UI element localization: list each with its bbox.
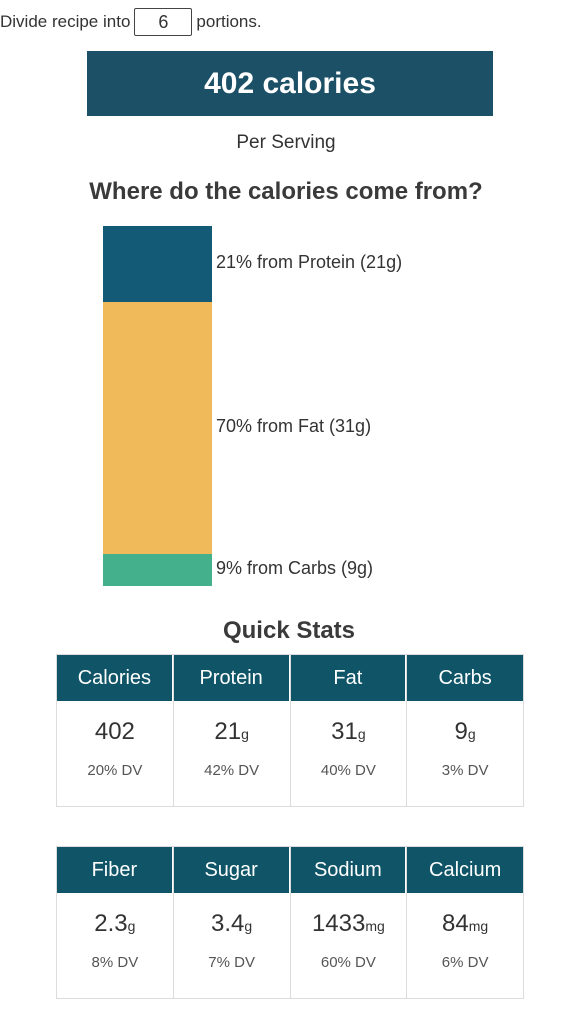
stat-value: 9g — [407, 717, 523, 747]
stat-value: 3.4g — [174, 909, 290, 939]
stat-header: Carbs — [407, 655, 523, 701]
stat-daily-value: 8% DV — [91, 954, 139, 971]
stat-daily-value: 3% DV — [441, 762, 489, 779]
bar-segment-fat — [103, 301, 212, 554]
stat-sodium: Sodium 1433mg 60% DV — [290, 847, 408, 998]
stat-daily-value: 6% DV — [441, 954, 489, 971]
stat-number: 9 — [454, 718, 468, 745]
stat-unit: mg — [365, 918, 385, 934]
bar-segment-protein — [103, 226, 212, 302]
quick-stats-title: Quick Stats — [222, 617, 356, 644]
portions-input[interactable] — [134, 8, 193, 36]
calories-banner: 402 calories — [87, 51, 493, 116]
stats-table-micros: Fiber 2.3g 8% DV Sugar 3.4g 7% DV Sodium 1433mg… — [56, 846, 524, 999]
stat-value: 84mg — [407, 909, 523, 939]
stat-number: 2.3 — [94, 910, 128, 937]
stat-fat: Fat 31g 40% DV — [290, 655, 408, 806]
per-serving-label: Per Serving — [236, 132, 336, 153]
stat-number: 31 — [331, 718, 358, 745]
stat-daily-value: 20% DV — [87, 762, 143, 779]
bar-label-carbs: 9% from Carbs (9g) — [216, 557, 374, 578]
stat-header: Fiber — [57, 847, 173, 893]
portions-prefix: Divide recipe into — [0, 12, 131, 31]
portions-row: Divide recipe into portions. — [0, 7, 262, 37]
stat-number: 3.4 — [211, 910, 245, 937]
stat-unit: g — [244, 918, 253, 934]
stat-header: Calories — [57, 655, 173, 701]
stat-header: Sugar — [173, 847, 290, 893]
stat-value: 21g — [174, 717, 290, 747]
stat-daily-value: 40% DV — [320, 762, 376, 779]
portions-suffix: portions. — [196, 12, 262, 31]
stat-header: Protein — [173, 655, 290, 701]
stat-carbs: Carbs 9g 3% DV — [407, 655, 523, 806]
stat-sugar: Sugar 3.4g 7% DV — [173, 847, 291, 998]
bar-label-protein: 21% from Protein (21g) — [216, 251, 403, 272]
stat-value: 402 — [57, 717, 173, 747]
stat-header: Calcium — [407, 847, 523, 893]
stat-daily-value: 7% DV — [208, 954, 255, 971]
stat-protein: Protein 21g 42% DV — [173, 655, 291, 806]
stat-number: 84 — [442, 910, 469, 937]
stat-header: Fat — [290, 655, 407, 701]
stat-unit: g — [241, 726, 249, 742]
stat-daily-value: 42% DV — [204, 762, 260, 779]
stat-calcium: Calcium 84mg 6% DV — [407, 847, 523, 998]
stat-header: Sodium — [290, 847, 407, 893]
stat-calories: Calories 402 20% DV — [57, 655, 174, 806]
stat-unit: mg — [468, 918, 489, 934]
stat-daily-value: 60% DV — [320, 954, 376, 971]
stat-fiber: Fiber 2.3g 8% DV — [57, 847, 174, 998]
stat-number: 1433 — [311, 910, 366, 937]
stat-unit: g — [467, 726, 476, 742]
stat-number: 402 — [94, 718, 135, 745]
stat-number: 21 — [214, 718, 242, 745]
stat-value: 2.3g — [57, 909, 173, 939]
stat-unit: g — [127, 918, 136, 934]
calories-source-title: Where do the calories come from? — [89, 178, 483, 205]
calorie-source-chart: 21% from Protein (21g) 70% from Fat (31g)… — [103, 226, 523, 588]
stats-table-macros: Calories 402 20% DV Protein 21g 42% DV Fat 31g 4… — [56, 654, 524, 807]
stat-value: 1433mg — [291, 909, 407, 939]
stat-unit: g — [357, 726, 366, 742]
bar-label-fat: 70% from Fat (31g) — [216, 415, 372, 436]
bar-segment-carbs — [103, 553, 212, 586]
stat-value: 31g — [291, 717, 407, 747]
